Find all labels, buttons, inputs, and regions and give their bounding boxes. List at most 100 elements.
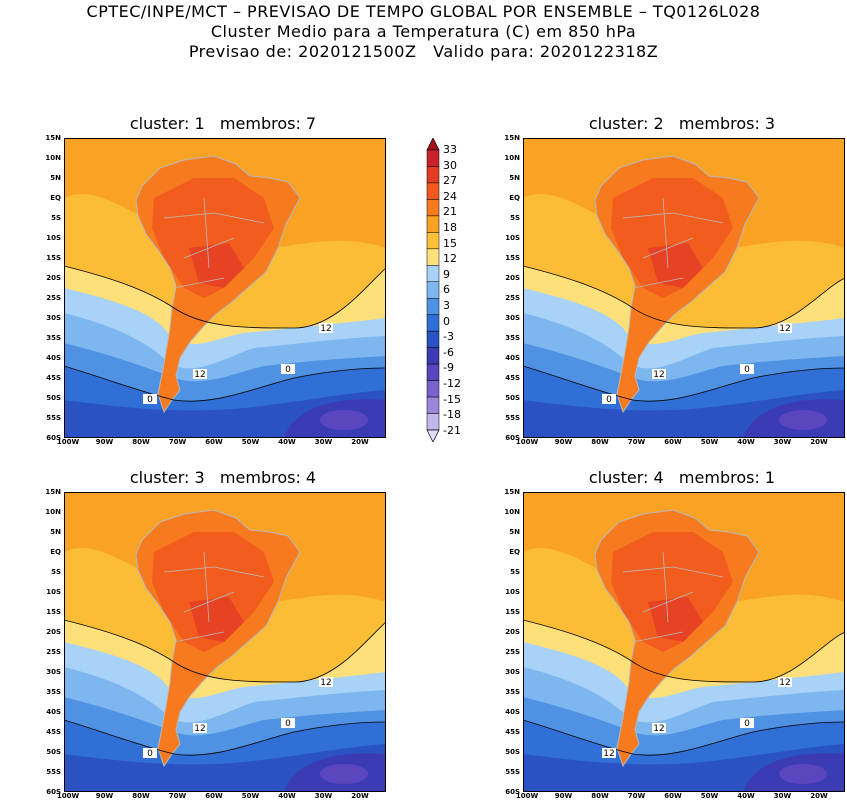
- warm-core-27: [648, 597, 703, 642]
- contour-label-text: 0: [744, 365, 750, 375]
- x-tick-label: 70W: [627, 438, 646, 446]
- colorbar-swatch: [426, 330, 440, 348]
- contour-label-b: 12: [652, 369, 666, 380]
- contour-label-bg: [602, 748, 616, 758]
- contour-label-a: 12: [319, 677, 333, 688]
- colorbar-label: -12: [443, 377, 461, 390]
- x-tick-label: 40W: [737, 792, 755, 800]
- x-tick-label: 50W: [241, 438, 260, 446]
- header-line1: CPTEC/INPE/MCT – PREVISAO DE TEMPO GLOBA…: [86, 2, 761, 21]
- y-tick-label: EQ: [509, 194, 520, 202]
- y-tick-label: 40S: [505, 708, 520, 716]
- x-tick-label: 30W: [773, 438, 792, 446]
- contour-label-bg: [652, 723, 666, 733]
- y-tick-label: 10N: [504, 154, 520, 162]
- y-tick-label: 30S: [505, 668, 520, 676]
- contour-label-bg: [281, 718, 295, 728]
- colorbar-swatch: [426, 182, 440, 200]
- y-tick-label: 15N: [504, 488, 520, 496]
- y-tick-label: 40S: [505, 354, 520, 362]
- y-tick-label: EQ: [509, 548, 520, 556]
- x-tick-label: 80W: [132, 438, 150, 446]
- colorbar-swatch: [426, 215, 440, 233]
- contour-label-text: 12: [653, 370, 664, 380]
- contour-label-bg: [281, 364, 295, 374]
- y-tick-label: 5S: [510, 214, 520, 222]
- contour-label-text: 12: [320, 324, 331, 334]
- x-tick-label: 60W: [205, 792, 223, 800]
- y-tick-label: 30S: [505, 314, 520, 322]
- map-panel-cluster-2: 12 12 0 0: [523, 138, 845, 438]
- x-tick-label: 60W: [664, 792, 682, 800]
- country-borders: [163, 551, 265, 643]
- contour-label-text: 0: [285, 719, 291, 729]
- panel-frame: [523, 138, 845, 438]
- contour-label-a: 12: [778, 323, 792, 334]
- y-tick-label: 25S: [505, 294, 520, 302]
- band-m9: [779, 764, 827, 784]
- y-tick-label: 5N: [509, 528, 520, 536]
- colorbar-swatch: [426, 166, 440, 184]
- colorbar-label: 30: [443, 158, 457, 172]
- y-tick-label: 15S: [505, 254, 520, 262]
- y-tick-label: 5N: [50, 528, 61, 536]
- contour-label-d: 12: [602, 748, 616, 759]
- y-tick-label: 50S: [505, 394, 520, 402]
- x-tick-label: 90W: [95, 792, 114, 800]
- y-tick-label: 20S: [46, 628, 61, 636]
- contour-0: [523, 365, 845, 402]
- y-tick-label: 10N: [504, 508, 520, 516]
- contour-label-c: 0: [740, 364, 754, 375]
- y-tick-label: 40S: [46, 708, 61, 716]
- y-tick-label: 15N: [45, 134, 61, 142]
- y-tick-label: 15S: [46, 608, 61, 616]
- y-tick-label: 10S: [505, 588, 520, 596]
- y-tick-label: 35S: [505, 688, 520, 696]
- band-m9: [320, 410, 368, 430]
- contour-label-bg: [319, 323, 333, 333]
- contour-label-bg: [740, 718, 754, 728]
- colorbar-swatch: [426, 248, 440, 266]
- contour-label-text: 12: [653, 724, 664, 734]
- y-tick-label: 5N: [50, 174, 61, 182]
- x-tick-label: 40W: [737, 438, 755, 446]
- x-tick-label: 70W: [168, 792, 187, 800]
- temperature-map: 12 12 0 0: [523, 138, 845, 438]
- x-tick-label: 30W: [314, 792, 333, 800]
- y-tick-label: 55S: [505, 414, 520, 422]
- colorbar-bottom-arrow: [426, 429, 440, 443]
- y-tick-label: 45S: [46, 374, 61, 382]
- x-tick-label: 50W: [700, 792, 719, 800]
- contour-label-text: 12: [194, 370, 205, 380]
- contour-label-bg: [652, 369, 666, 379]
- contour-label-d: 0: [602, 394, 616, 405]
- contour-0: [523, 719, 845, 756]
- y-tick-label: 5S: [510, 568, 520, 576]
- panel-2-title: cluster: 2 membros: 3: [588, 114, 776, 133]
- y-tick-label: 15N: [504, 134, 520, 142]
- x-tick-label: 20W: [351, 438, 369, 446]
- colorbar-swatch: [426, 297, 440, 315]
- country-borders: [163, 197, 265, 289]
- y-tick-label: 5N: [509, 174, 520, 182]
- contour-label-bg: [778, 323, 792, 333]
- y-tick-label: 60S: [46, 788, 61, 796]
- colorbar-swatch: [426, 265, 440, 283]
- contour-12: [523, 265, 845, 329]
- contour-label-text: 0: [147, 395, 153, 405]
- y-tick-label: 50S: [46, 748, 61, 756]
- colorbar-label: -6: [443, 345, 454, 359]
- colorbar-top-arrow: [426, 137, 440, 151]
- colorbar-swatch: [426, 314, 440, 332]
- colorbar-label: 21: [443, 205, 457, 219]
- y-tick-label: 10S: [505, 234, 520, 242]
- y-tick-label: 60S: [505, 434, 520, 442]
- y-tick-label: 15N: [45, 488, 61, 496]
- colorbar-swatch: [426, 347, 440, 365]
- coastline: [594, 155, 760, 414]
- contour-label-bg: [740, 364, 754, 374]
- warm-core-27: [189, 597, 244, 642]
- contour-label-text: 12: [194, 724, 205, 734]
- colorbar-label: 9: [443, 267, 450, 281]
- x-tick-label: 80W: [132, 792, 150, 800]
